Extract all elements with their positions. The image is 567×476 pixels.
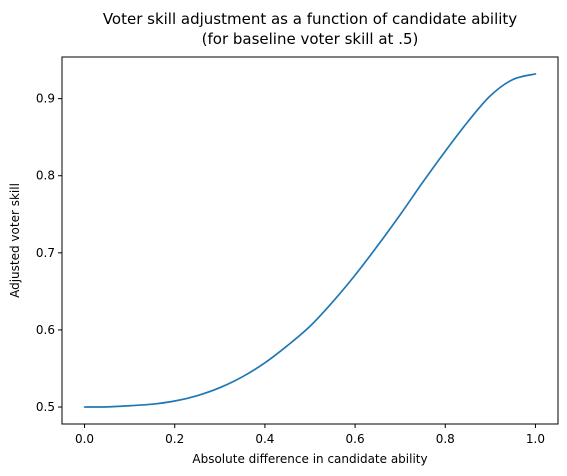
series-line-0	[83, 73, 537, 408]
x-tick-label: 0.0	[75, 432, 94, 446]
x-axis-label: Absolute difference in candidate ability	[192, 452, 427, 466]
y-tick-label: 0.5	[36, 400, 55, 414]
x-tick-label: 0.6	[346, 432, 365, 446]
chart-subtitle: (for baseline voter skill at .5)	[202, 30, 419, 48]
y-tick-label: 0.9	[36, 92, 55, 106]
y-axis-ticks: 0.5 0.6 0.7 0.8 0.9	[36, 92, 62, 414]
y-axis-label: Adjusted voter skill	[8, 183, 22, 298]
x-axis-ticks: 0.0 0.2 0.4 0.6 0.8 1.0	[75, 424, 545, 446]
series-layer	[83, 73, 537, 408]
x-tick-label: 0.4	[255, 432, 274, 446]
x-tick-label: 0.2	[165, 432, 184, 446]
chart-title: Voter skill adjustment as a function of …	[103, 10, 517, 28]
y-tick-label: 0.8	[36, 169, 55, 183]
x-tick-label: 1.0	[526, 432, 545, 446]
y-tick-label: 0.6	[36, 323, 55, 337]
y-tick-label: 0.7	[36, 246, 55, 260]
plot-area-frame	[61, 56, 559, 425]
x-tick-label: 0.8	[436, 432, 455, 446]
